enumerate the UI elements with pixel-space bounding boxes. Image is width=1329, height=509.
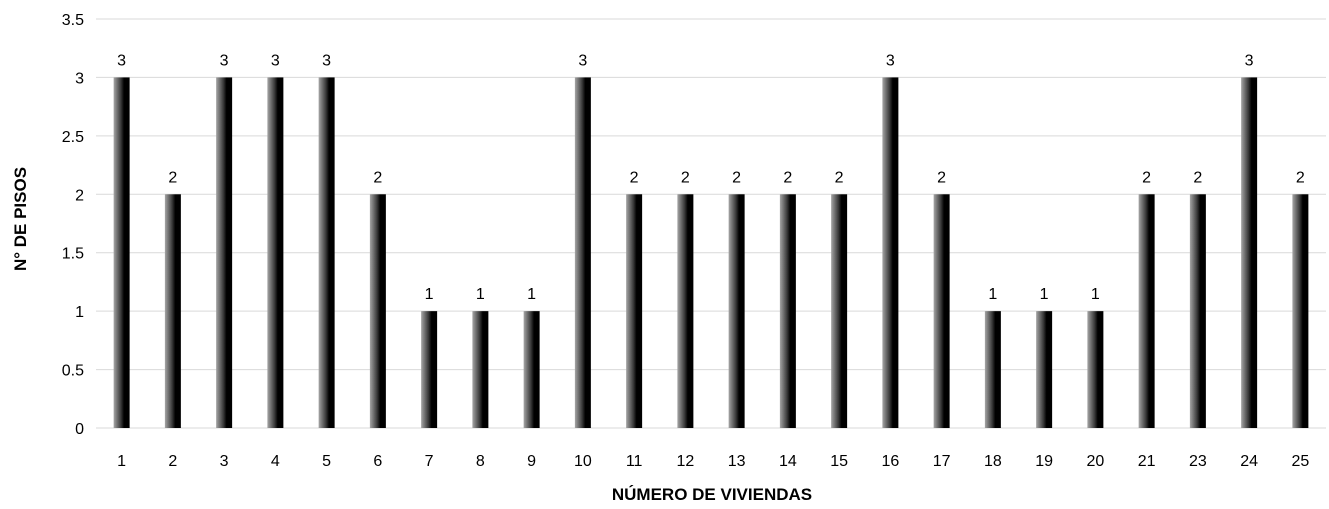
x-tick-label: 7 bbox=[425, 453, 434, 470]
data-label: 2 bbox=[630, 169, 639, 186]
bar bbox=[318, 77, 335, 428]
y-tick-label: 3 bbox=[75, 70, 84, 87]
bar bbox=[1036, 311, 1053, 428]
data-label: 3 bbox=[322, 52, 331, 69]
y-tick-label: 1 bbox=[75, 304, 84, 321]
x-tick-label: 20 bbox=[1086, 453, 1104, 470]
data-label: 3 bbox=[117, 52, 126, 69]
bar bbox=[984, 311, 1001, 428]
gridlines bbox=[96, 18, 1326, 429]
x-tick-label: 6 bbox=[373, 453, 382, 470]
y-tick-label: 1.5 bbox=[62, 246, 84, 263]
data-label: 1 bbox=[476, 286, 485, 303]
y-tick-label: 3.5 bbox=[62, 12, 84, 29]
bar bbox=[1241, 77, 1258, 428]
bar bbox=[1189, 194, 1206, 428]
bar bbox=[728, 194, 745, 428]
bar bbox=[1087, 311, 1104, 428]
x-tick-label: 11 bbox=[626, 453, 643, 470]
data-label: 2 bbox=[732, 169, 741, 186]
bar bbox=[831, 194, 848, 428]
data-label: 2 bbox=[783, 169, 792, 186]
data-label: 2 bbox=[1296, 169, 1305, 186]
x-tick-label: 19 bbox=[1035, 453, 1053, 470]
bars bbox=[113, 77, 1309, 428]
data-label: 1 bbox=[988, 286, 997, 303]
data-label: 2 bbox=[168, 169, 177, 186]
bar bbox=[1292, 194, 1309, 428]
y-tick-label: 0.5 bbox=[62, 363, 84, 380]
data-label: 1 bbox=[425, 286, 434, 303]
data-label: 1 bbox=[1040, 286, 1049, 303]
bar bbox=[421, 311, 438, 428]
x-tick-label: 8 bbox=[476, 453, 485, 470]
data-label: 3 bbox=[1245, 52, 1254, 69]
x-tick-label: 25 bbox=[1291, 453, 1309, 470]
x-tick-label: 21 bbox=[1138, 453, 1156, 470]
x-tick-label: 16 bbox=[881, 453, 899, 470]
data-label: 3 bbox=[271, 52, 280, 69]
bar bbox=[113, 77, 130, 428]
x-axis-ticks: 1 2 3 4 5 6 7 8 9 10 11 12 13 14 15 16 17 18 19 20 21 23 24 25 bbox=[117, 453, 1309, 470]
x-tick-label: 12 bbox=[676, 453, 694, 470]
data-label: 1 bbox=[527, 286, 536, 303]
x-tick-label: 17 bbox=[933, 453, 951, 470]
bar bbox=[677, 194, 694, 428]
x-axis-title: NÚMERO DE VIVIENDAS bbox=[612, 485, 812, 504]
data-label: 2 bbox=[681, 169, 690, 186]
bar bbox=[933, 194, 950, 428]
data-label: 2 bbox=[937, 169, 946, 186]
y-axis-ticks: 0 0.5 1 1.5 2 2.5 3 3.5 bbox=[62, 12, 84, 438]
bar bbox=[523, 311, 540, 428]
y-tick-label: 2.5 bbox=[62, 129, 84, 146]
y-axis-title: N° DE PISOS bbox=[11, 167, 30, 271]
bar bbox=[1138, 194, 1155, 428]
data-label: 3 bbox=[886, 52, 895, 69]
data-labels: 3 2 3 3 3 2 1 1 1 3 2 2 2 2 2 3 2 1 1 1 2 2 3 2 bbox=[117, 52, 1305, 303]
data-label: 2 bbox=[1193, 169, 1202, 186]
x-tick-label: 10 bbox=[574, 453, 592, 470]
bar bbox=[164, 194, 181, 428]
x-tick-label: 24 bbox=[1240, 453, 1258, 470]
x-tick-label: 15 bbox=[830, 453, 848, 470]
bar bbox=[369, 194, 386, 428]
x-tick-label: 4 bbox=[271, 453, 280, 470]
data-label: 3 bbox=[578, 52, 587, 69]
y-tick-label: 0 bbox=[75, 421, 84, 438]
data-label: 3 bbox=[220, 52, 229, 69]
bar bbox=[882, 77, 899, 428]
bar bbox=[216, 77, 233, 428]
bar bbox=[626, 194, 643, 428]
x-tick-label: 9 bbox=[527, 453, 536, 470]
data-label: 2 bbox=[835, 169, 844, 186]
bar bbox=[574, 77, 591, 428]
bar bbox=[779, 194, 796, 428]
x-tick-label: 18 bbox=[984, 453, 1002, 470]
x-tick-label: 23 bbox=[1189, 453, 1207, 470]
data-label: 1 bbox=[1091, 286, 1100, 303]
x-tick-label: 13 bbox=[728, 453, 746, 470]
data-label: 2 bbox=[1142, 169, 1151, 186]
bar bbox=[267, 77, 284, 428]
bar bbox=[472, 311, 489, 428]
x-tick-label: 1 bbox=[117, 453, 126, 470]
x-tick-label: 5 bbox=[322, 453, 331, 470]
x-tick-label: 14 bbox=[779, 453, 797, 470]
data-label: 2 bbox=[373, 169, 382, 186]
x-tick-label: 3 bbox=[220, 453, 229, 470]
y-tick-label: 2 bbox=[75, 187, 84, 204]
x-tick-label: 2 bbox=[168, 453, 177, 470]
